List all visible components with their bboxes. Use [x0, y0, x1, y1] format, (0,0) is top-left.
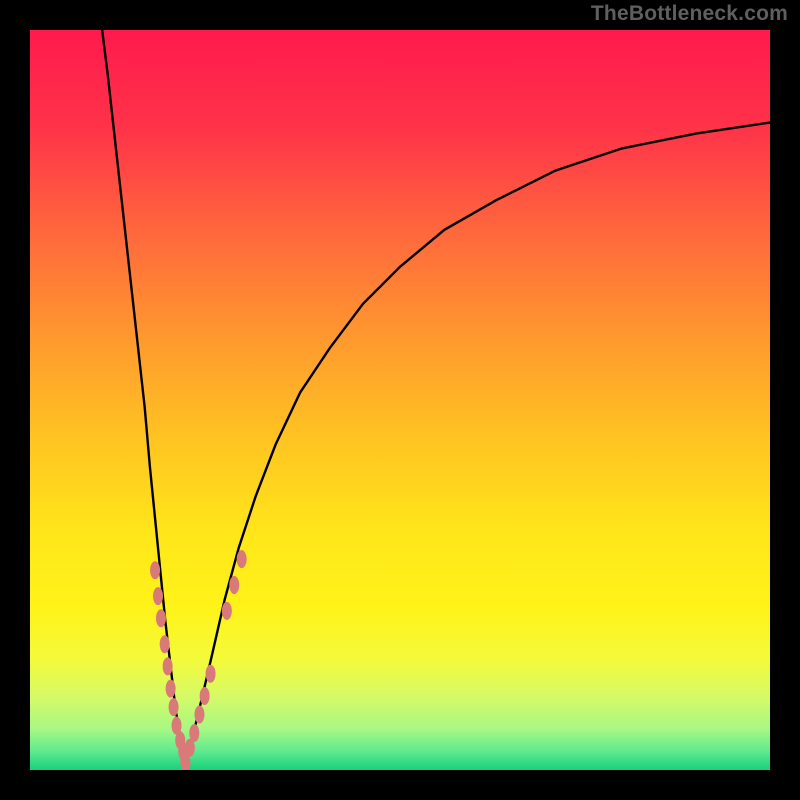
data-dot — [156, 609, 166, 627]
data-dot — [229, 576, 239, 594]
chart-svg-layer — [30, 30, 770, 770]
data-dot — [200, 687, 210, 705]
data-dot — [206, 665, 216, 683]
data-dot — [153, 587, 163, 605]
dots-layer — [150, 550, 247, 770]
data-dot — [237, 550, 247, 568]
data-dot — [160, 635, 170, 653]
data-dot — [169, 698, 179, 716]
watermark-text: TheBottleneck.com — [591, 2, 788, 26]
data-dot — [222, 602, 232, 620]
data-dot — [150, 561, 160, 579]
data-dot — [189, 724, 199, 742]
data-dot — [163, 657, 173, 675]
left-curve — [100, 30, 185, 763]
right-curve — [185, 123, 770, 763]
data-dot — [194, 706, 204, 724]
chart-plot-area — [30, 30, 770, 770]
data-dot — [166, 680, 176, 698]
